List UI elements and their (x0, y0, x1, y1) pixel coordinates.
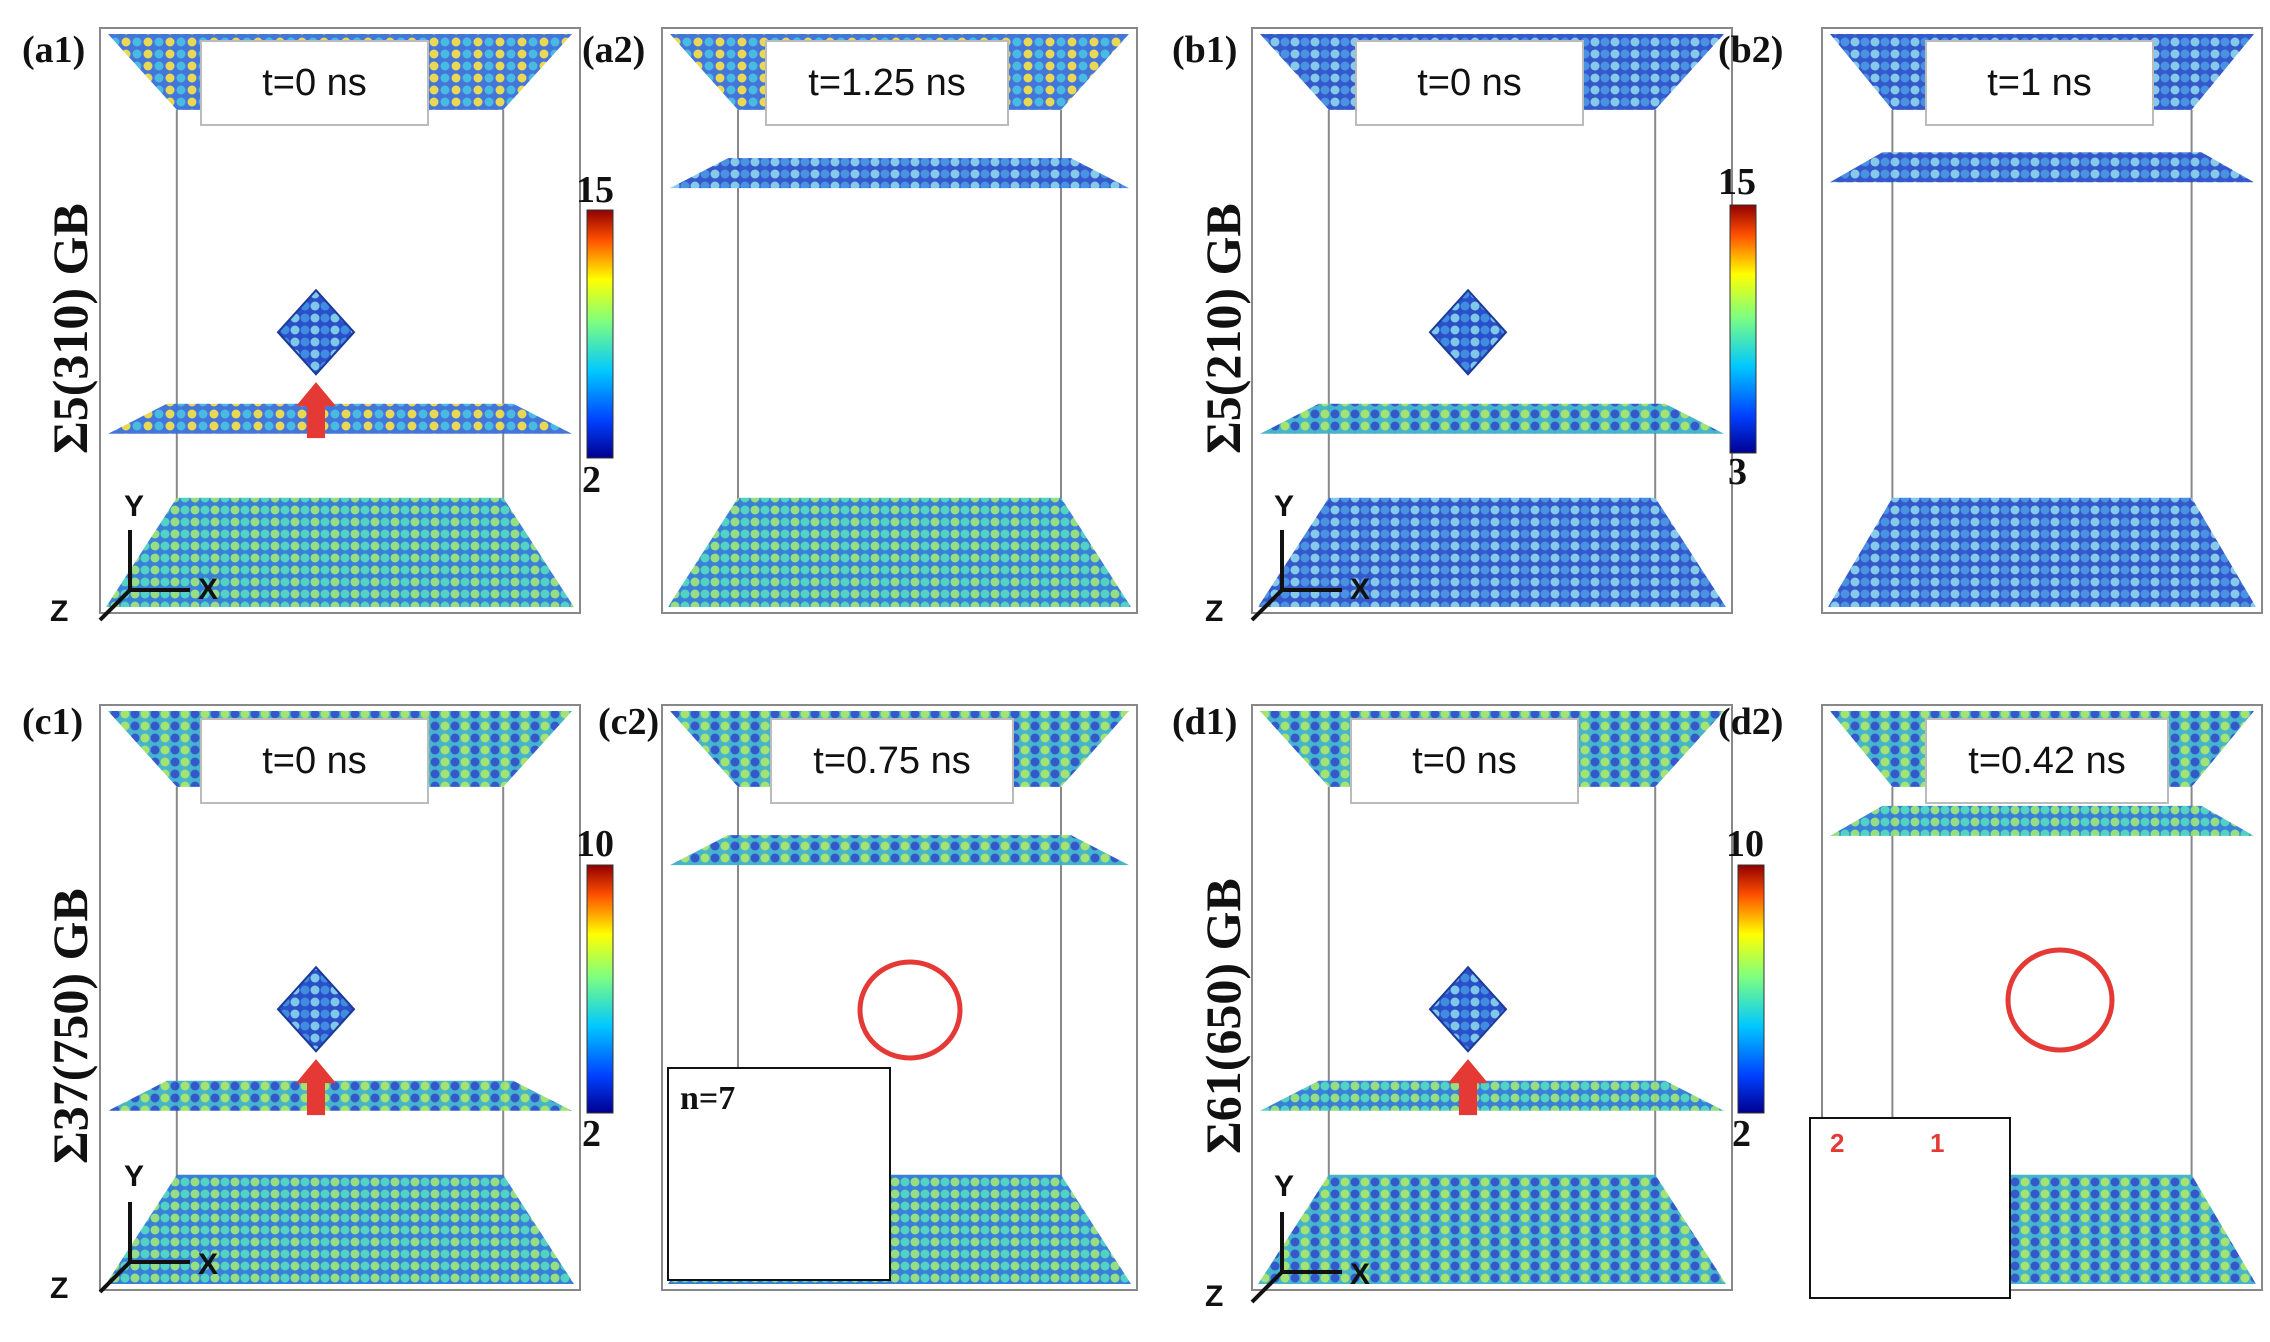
row-label-c: Σ37(750) GB (42, 888, 98, 1164)
simulation-panels (98, 27, 2263, 1304)
axis-x-a: X (198, 573, 219, 606)
highlight-circle-c2 (857, 959, 963, 1061)
bottom-grain-slab (1258, 1174, 1726, 1284)
colorbar-d-min: 2 (1732, 1113, 1751, 1155)
panel-label-c1: (c1) (22, 701, 84, 743)
migration-arrow-shaft (307, 1081, 325, 1116)
grain-boundary-slab (1260, 1080, 1724, 1111)
nanoparticle (1428, 965, 1508, 1053)
simulation-box-outer (99, 27, 581, 614)
row-label-d: Σ61(650) GB (1195, 878, 1251, 1154)
time-box-b1: t=0 ns (1355, 40, 1584, 126)
panel-label-b2: (b2) (1718, 29, 1784, 71)
colorbar-b-min: 3 (1728, 451, 1747, 493)
colorbar-a-max: 15 (576, 169, 614, 211)
axis-y-a: Y (124, 490, 145, 523)
simulation-box-outer (661, 27, 1138, 614)
time-box-c2: t=0.75 ns (770, 718, 1014, 804)
nanoparticle (276, 965, 356, 1053)
axis-z-line (98, 1260, 132, 1294)
axis-x-d: X (1350, 1258, 1371, 1291)
nanoparticle (276, 288, 356, 376)
bottom-grain-slab (1828, 497, 2256, 607)
grain-boundary-slab (670, 158, 1129, 189)
row-label-a: Σ5(310) GB (42, 203, 98, 454)
simulation-box-outer (99, 704, 581, 1291)
axis-x-c: X (198, 1248, 219, 1281)
bottom-grain-slab (668, 497, 1131, 607)
axis-triad-3 (1250, 1212, 1342, 1304)
axis-y-b: Y (1274, 490, 1295, 523)
inset-d2-num1: 1 (1930, 1128, 1945, 1158)
panel-label-c2: (c2) (598, 701, 660, 743)
simulation-box-outer (1821, 27, 2263, 614)
colorbar-c-max: 10 (576, 823, 614, 865)
time-box-a1: t=0 ns (200, 40, 429, 126)
simulation-box-outer (1251, 704, 1733, 1291)
panel-label-a1: (a1) (22, 29, 86, 71)
axis-y-c: Y (124, 1160, 145, 1193)
axis-z-d: Z (1205, 1280, 1224, 1313)
colorbar-b-max: 15 (1718, 161, 1756, 203)
migration-arrow-shaft (1459, 1081, 1477, 1116)
migration-arrow-head (296, 1059, 336, 1084)
grain-boundary-slab (670, 835, 1129, 866)
time-box-c1: t=0 ns (200, 718, 429, 804)
grain-boundary-slab (1260, 403, 1724, 434)
panel-label-d1: (d1) (1172, 701, 1238, 743)
migration-arrow-head (296, 382, 336, 407)
axis-triad-0 (98, 530, 190, 622)
axis-triad-1 (1250, 530, 1342, 622)
colorbar-gradient-3 (1737, 864, 1765, 1114)
simulation-box-outer (1821, 704, 2263, 1291)
highlight-circle-d2 (2005, 947, 2115, 1053)
colorbar-d-max: 10 (1726, 823, 1764, 865)
colorbar-gradient-0 (586, 209, 614, 459)
time-box-d2: t=0.42 ns (1925, 718, 2169, 804)
axis-z-c: Z (50, 1272, 69, 1305)
axis-z-a: Z (50, 595, 69, 628)
axis-x-b: X (1350, 573, 1371, 606)
simulation-box-outer (661, 704, 1138, 1291)
colorbar-c-min: 2 (582, 1113, 601, 1155)
inset-d2-box (1809, 1117, 2011, 1299)
bottom-grain-slab (106, 497, 574, 607)
migration-arrow-head (1448, 1059, 1488, 1084)
axis-z-line (1250, 1270, 1284, 1304)
colorbar-gradient-2 (586, 864, 614, 1114)
axis-triad-2 (98, 1202, 190, 1294)
colorbar-gradient-1 (1729, 204, 1757, 454)
time-box-b2: t=1 ns (1925, 40, 2154, 126)
axis-z-line (98, 588, 132, 622)
grain-boundary-slab (108, 403, 572, 434)
panel-label-a2: (a2) (582, 29, 646, 71)
colorbar-a-min: 2 (582, 459, 601, 501)
axis-y-d: Y (1274, 1170, 1295, 1203)
nanoparticle (1428, 288, 1508, 376)
grain-boundary-slab (108, 1080, 572, 1111)
inset-c2-label: n=7 (680, 1080, 736, 1117)
inset-d2-num2: 2 (1830, 1128, 1845, 1158)
time-box-a2: t=1.25 ns (765, 40, 1009, 126)
time-box-d1: t=0 ns (1350, 718, 1579, 804)
bottom-grain-slab (106, 1174, 574, 1284)
grain-boundary-slab (1830, 805, 2254, 836)
bottom-grain-slab (1258, 497, 1726, 607)
inset-c2-box (667, 1067, 891, 1281)
migration-arrow-shaft (307, 404, 325, 439)
row-label-b: Σ5(210) GB (1195, 203, 1251, 454)
panel-label-d2: (d2) (1718, 701, 1784, 743)
axis-z-b: Z (1205, 595, 1224, 628)
grain-boundary-slab (1830, 152, 2254, 183)
panel-label-b1: (b1) (1172, 29, 1238, 71)
axis-z-line (1250, 588, 1284, 622)
